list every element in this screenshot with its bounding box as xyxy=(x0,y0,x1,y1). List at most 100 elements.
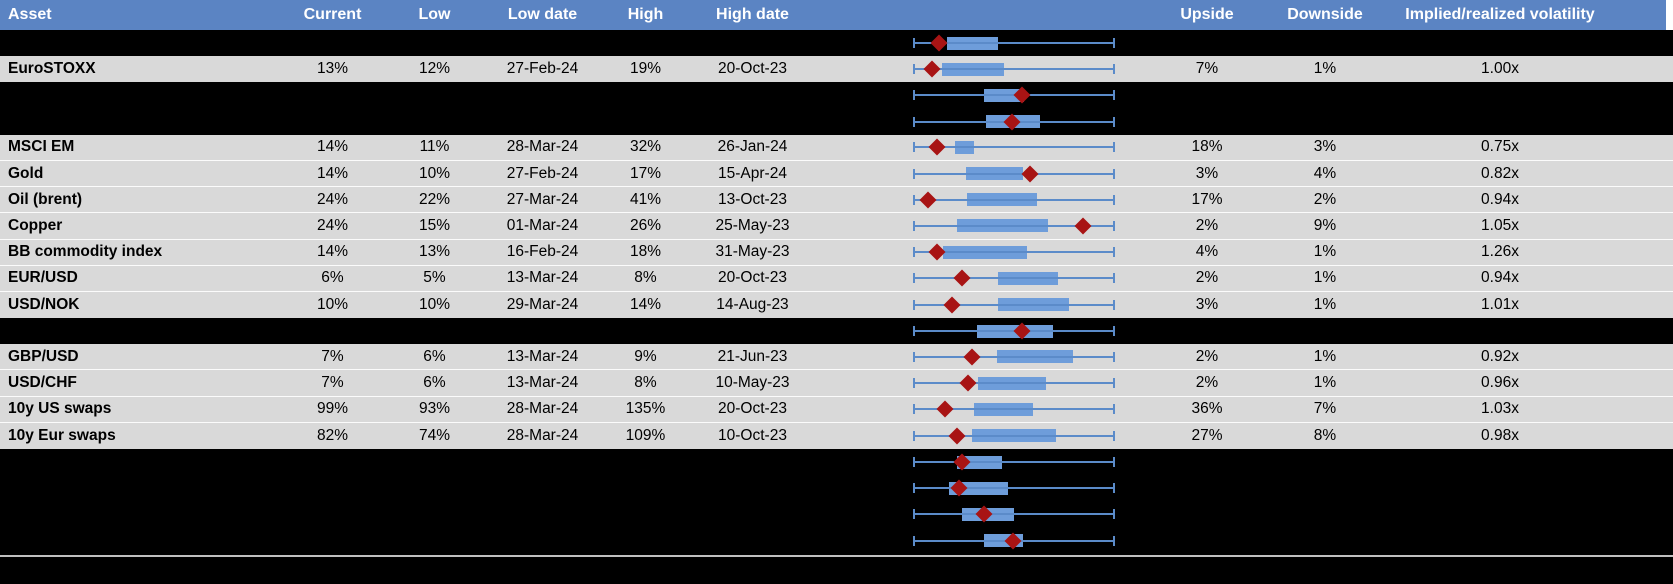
cell-low[interactable] xyxy=(387,318,482,344)
cell-low-date[interactable]: 13-Mar-24 xyxy=(506,374,579,392)
cell-low-date[interactable] xyxy=(490,449,595,475)
cell-implied-realized[interactable] xyxy=(1380,475,1620,501)
table-row[interactable]: Gold 14% 10% 27-Feb-24 17% 15-Apr-24 3% … xyxy=(0,160,1673,188)
cell-downside[interactable]: 4% xyxy=(1313,164,1337,182)
cell-low[interactable]: 10% xyxy=(418,295,451,313)
cell-downside[interactable] xyxy=(1275,318,1375,344)
cell-high[interactable] xyxy=(598,109,693,135)
cell-implied-realized[interactable] xyxy=(1380,109,1620,135)
cell-low-date[interactable] xyxy=(490,109,595,135)
table-row[interactable]: 10y US swaps 99% 93% 28-Mar-24 135% 20-O… xyxy=(0,396,1673,423)
cell-asset[interactable] xyxy=(8,109,278,135)
cell-implied-realized[interactable]: 1.05x xyxy=(1481,216,1519,234)
cell-low-date[interactable]: 13-Mar-24 xyxy=(506,269,579,287)
cell-current[interactable]: 6% xyxy=(321,269,344,287)
cell-current[interactable] xyxy=(285,109,380,135)
cell-high-date[interactable] xyxy=(700,109,805,135)
table-row[interactable] xyxy=(0,475,1673,502)
table-row[interactable] xyxy=(0,30,1673,57)
cell-downside[interactable]: 9% xyxy=(1313,216,1337,234)
cell-high[interactable] xyxy=(598,501,693,527)
cell-high[interactable]: 14% xyxy=(629,295,662,313)
cell-downside[interactable]: 8% xyxy=(1313,426,1337,444)
cell-high-date[interactable]: 20-Oct-23 xyxy=(718,400,787,418)
cell-current[interactable] xyxy=(285,501,380,527)
table-row[interactable]: Oil (brent) 24% 22% 27-Mar-24 41% 13-Oct… xyxy=(0,187,1673,214)
cell-current[interactable]: 14% xyxy=(316,138,349,156)
cell-upside[interactable] xyxy=(1157,475,1257,501)
cell-low-date[interactable]: 29-Mar-24 xyxy=(506,295,579,313)
cell-implied-realized[interactable] xyxy=(1380,318,1620,344)
cell-low-date[interactable]: 27-Feb-24 xyxy=(506,164,579,182)
cell-upside[interactable]: 2% xyxy=(1195,374,1219,392)
cell-implied-realized[interactable] xyxy=(1380,449,1620,475)
cell-low-date[interactable]: 28-Mar-24 xyxy=(506,400,579,418)
cell-low-date[interactable]: 27-Mar-24 xyxy=(506,190,579,208)
cell-current[interactable]: 14% xyxy=(316,164,349,182)
cell-high-date[interactable]: 26-Jan-24 xyxy=(717,138,788,156)
table-row[interactable]: BB commodity index 14% 13% 16-Feb-24 18%… xyxy=(0,239,1673,266)
cell-asset[interactable] xyxy=(8,528,278,554)
cell-asset[interactable]: MSCI EM xyxy=(8,138,75,156)
cell-downside[interactable]: 1% xyxy=(1313,60,1337,78)
table-row[interactable]: EuroSTOXX 13% 12% 27-Feb-24 19% 20-Oct-2… xyxy=(0,56,1673,83)
cell-high-date[interactable] xyxy=(700,475,805,501)
cell-upside[interactable] xyxy=(1157,528,1257,554)
cell-high[interactable] xyxy=(598,82,693,108)
cell-asset[interactable]: 10y US swaps xyxy=(8,400,112,418)
table-row[interactable] xyxy=(0,82,1673,109)
cell-current[interactable]: 24% xyxy=(316,216,349,234)
cell-downside[interactable]: 3% xyxy=(1313,138,1337,156)
cell-current[interactable]: 82% xyxy=(316,426,349,444)
cell-low[interactable] xyxy=(387,528,482,554)
cell-downside[interactable] xyxy=(1275,475,1375,501)
cell-implied-realized[interactable] xyxy=(1380,30,1620,56)
cell-low[interactable] xyxy=(387,501,482,527)
cell-implied-realized[interactable]: 0.75x xyxy=(1481,138,1519,156)
cell-downside[interactable]: 1% xyxy=(1313,295,1337,313)
cell-high-date[interactable]: 20-Oct-23 xyxy=(718,269,787,287)
cell-current[interactable] xyxy=(285,318,380,344)
cell-high[interactable] xyxy=(598,318,693,344)
cell-low-date[interactable] xyxy=(490,501,595,527)
cell-downside[interactable]: 1% xyxy=(1313,269,1337,287)
table-row[interactable] xyxy=(0,108,1673,135)
header-downside[interactable]: Downside xyxy=(1287,6,1363,23)
cell-asset[interactable]: GBP/USD xyxy=(8,347,79,365)
cell-high[interactable]: 109% xyxy=(625,426,666,444)
cell-low[interactable]: 5% xyxy=(423,269,446,287)
cell-implied-realized[interactable]: 1.00x xyxy=(1481,60,1519,78)
cell-asset[interactable]: BB commodity index xyxy=(8,243,163,261)
header-low-date[interactable]: Low date xyxy=(507,6,578,23)
cell-downside[interactable]: 2% xyxy=(1313,190,1337,208)
cell-upside[interactable]: 36% xyxy=(1191,400,1223,418)
cell-downside[interactable] xyxy=(1275,528,1375,554)
cell-high[interactable]: 18% xyxy=(629,243,662,261)
cell-current[interactable]: 7% xyxy=(321,374,344,392)
cell-current[interactable]: 10% xyxy=(316,295,349,313)
cell-high[interactable]: 17% xyxy=(629,164,662,182)
cell-upside[interactable]: 3% xyxy=(1195,295,1219,313)
cell-low-date[interactable] xyxy=(490,528,595,554)
cell-high-date[interactable] xyxy=(700,449,805,475)
cell-asset[interactable] xyxy=(8,475,278,501)
cell-current[interactable]: 24% xyxy=(316,190,349,208)
header-high-date[interactable]: High date xyxy=(716,6,789,23)
table-row[interactable]: USD/CHF 7% 6% 13-Mar-24 8% 10-May-23 2% … xyxy=(0,370,1673,397)
table-row[interactable]: USD/NOK 10% 10% 29-Mar-24 14% 14-Aug-23 … xyxy=(0,291,1673,319)
table-row[interactable] xyxy=(0,449,1673,476)
cell-high-date[interactable]: 15-Apr-24 xyxy=(718,164,787,182)
cell-low[interactable] xyxy=(387,449,482,475)
cell-high[interactable]: 8% xyxy=(634,269,657,287)
cell-current[interactable]: 99% xyxy=(316,400,349,418)
cell-high-date[interactable] xyxy=(700,30,805,56)
header-upside[interactable]: Upside xyxy=(1180,6,1234,23)
table-row[interactable] xyxy=(0,527,1673,554)
table-row[interactable]: GBP/USD 7% 6% 13-Mar-24 9% 21-Jun-23 2% … xyxy=(0,344,1673,371)
header-implied-realized-volatility[interactable]: Implied/realized volatility xyxy=(1405,6,1595,23)
cell-high[interactable] xyxy=(598,528,693,554)
cell-high[interactable]: 41% xyxy=(629,190,662,208)
cell-asset[interactable] xyxy=(8,449,278,475)
cell-current[interactable] xyxy=(285,30,380,56)
cell-implied-realized[interactable]: 0.98x xyxy=(1481,426,1519,444)
